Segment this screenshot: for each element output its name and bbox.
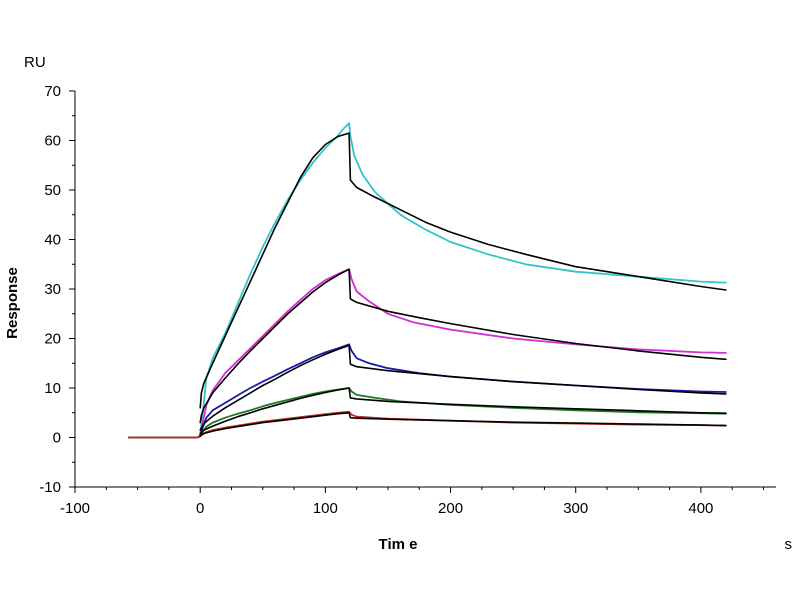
fit-curve-5	[199, 132, 727, 409]
x-tick-label: -100	[60, 500, 90, 517]
data-curve-3	[127, 387, 727, 439]
series-layer	[127, 122, 727, 439]
fit-curve-7	[199, 344, 727, 431]
x-axis-title: Tim e	[379, 536, 418, 553]
y-tick-label: 60	[44, 133, 61, 150]
x-unit-label: s	[785, 536, 793, 553]
y-tick-label: 30	[44, 281, 61, 298]
y-tick-label: 10	[44, 380, 61, 397]
y-tick-label: -10	[39, 479, 61, 496]
y-tick-label: 70	[44, 83, 61, 100]
x-tick-label: 300	[563, 500, 588, 517]
x-tick-label: 400	[688, 500, 713, 517]
y-tick-label: 40	[44, 232, 61, 249]
fit-curve-9	[199, 412, 727, 437]
y-unit-label: RU	[24, 54, 46, 71]
y-tick-label: 50	[44, 182, 61, 199]
y-tick-label: 0	[53, 430, 61, 447]
y-tick-label: 20	[44, 331, 61, 348]
data-curve-0	[127, 122, 727, 439]
y-axis-title: Response	[4, 267, 21, 339]
x-tick-label: 200	[438, 500, 463, 517]
x-tick-label: 100	[313, 500, 338, 517]
x-tick-label: 0	[196, 500, 204, 517]
fit-curve-6	[199, 268, 727, 424]
fit-curve-8	[199, 387, 727, 435]
